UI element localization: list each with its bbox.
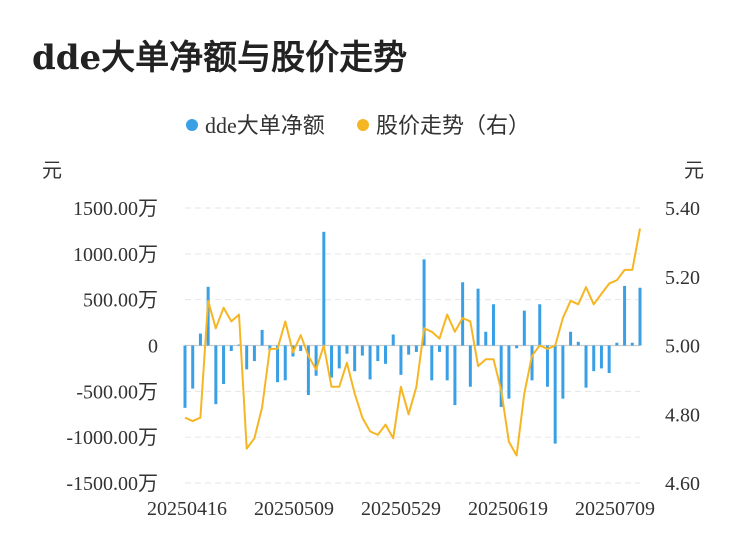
bar [623,285,627,346]
legend-label-dde: dde大单净额 [205,113,325,138]
price-line [184,228,641,457]
bar [260,329,264,346]
bar [538,304,542,346]
left-tick-label: -500.00万 [76,381,158,403]
bar [191,345,195,389]
x-tick-label: 20250509 [254,498,334,520]
bar [276,345,280,383]
bar [530,345,534,381]
bar [384,345,388,364]
bar [353,345,357,372]
legend-marker-dde [186,119,198,131]
x-tick-label: 20250529 [361,498,441,520]
page-title: dde大单净额与股价走势 [32,38,408,78]
right-tick-label: 5.20 [665,267,700,289]
bar [437,345,441,352]
bar [522,310,526,346]
bar [252,345,256,362]
bar [461,282,465,346]
bar [268,345,272,351]
bar [576,341,580,346]
bar [229,345,233,351]
right-axis: 5.40 5.20 5.00 4.80 4.60 [665,198,700,495]
bar [206,286,210,346]
bar [407,345,411,355]
bar [607,345,611,373]
bar [468,345,472,387]
legend-marker-price [357,119,369,131]
bar [330,345,334,378]
bar [368,345,372,380]
left-axis-unit: 元 [42,158,62,182]
x-axis: 20250416 20250509 20250529 20250619 20250709 [147,498,655,520]
bar [584,345,588,388]
bar [183,345,187,408]
bar [283,345,287,381]
left-tick-label: 1500.00万 [73,198,158,220]
x-tick-label: 20250619 [468,498,548,520]
right-tick-label: 5.40 [665,198,700,220]
left-tick-label: 0 [148,336,158,358]
left-tick-label: -1000.00万 [66,427,158,449]
bar [399,345,403,375]
left-tick-label: 1000.00万 [73,244,158,266]
bar [569,331,573,346]
bar [499,345,503,407]
bar [337,345,341,369]
bar [476,288,480,346]
bar [422,259,426,346]
right-tick-label: 4.80 [665,404,700,426]
bar [314,345,318,376]
bar [222,345,226,384]
bar [630,342,634,346]
left-tick-label: 500.00万 [83,290,158,312]
bar [561,345,565,399]
bar [376,345,380,362]
right-tick-label: 5.00 [665,336,700,358]
bar [214,345,218,405]
bar [507,345,511,399]
x-tick-label: 20250416 [147,498,227,520]
legend-label-price: 股价走势（右） [376,113,530,138]
bar [553,345,557,444]
bar [445,345,449,381]
bar [592,345,596,372]
bar [430,345,434,381]
bar [391,334,395,346]
bar-series [183,231,642,444]
bar [545,345,549,387]
bar [615,342,619,346]
bar [638,287,642,346]
right-tick-label: 4.60 [665,473,700,495]
bar [237,344,241,346]
bar [322,231,326,346]
bar [414,345,418,352]
right-axis-unit: 元 [684,158,704,182]
line-series [184,228,641,457]
bar [245,345,249,370]
bar [491,304,495,346]
bar [299,345,303,351]
bar [345,345,349,354]
bar [360,345,364,356]
bar [198,333,202,346]
legend: dde大单净额 股价走势（右） [186,113,530,138]
bar [599,345,603,369]
bar [515,345,519,349]
bar [306,345,310,395]
x-tick-label: 20250709 [575,498,655,520]
bar [484,331,488,346]
left-tick-label: -1500.00万 [66,473,158,495]
left-axis: 1500.00万 1000.00万 500.00万 0 -500.00万 -1000.00… [66,198,158,495]
bar [453,345,457,406]
